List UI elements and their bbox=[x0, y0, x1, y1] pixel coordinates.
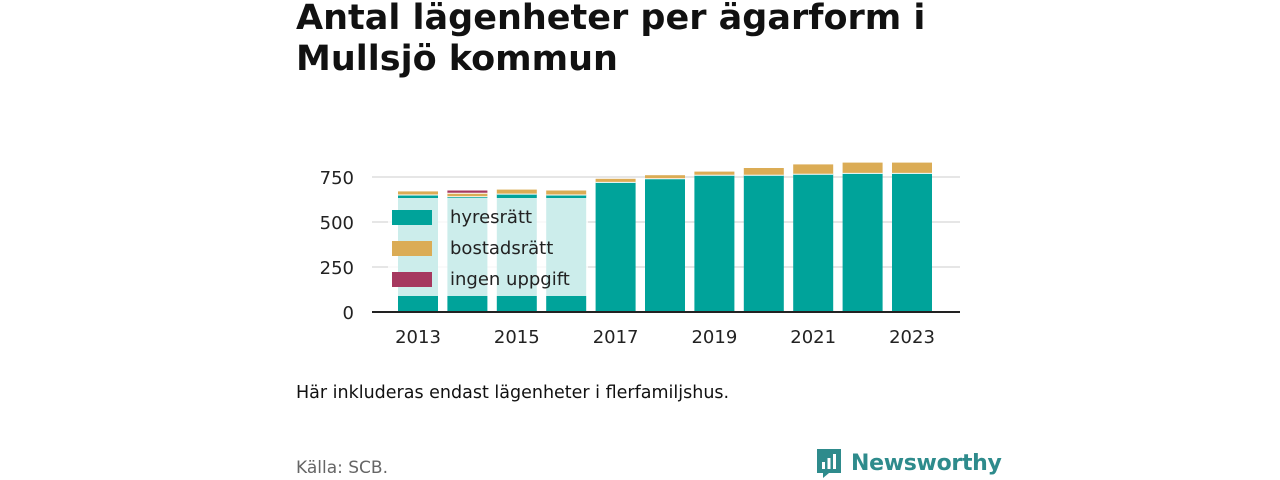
x-tick-label-2013: 2013 bbox=[395, 327, 441, 348]
bar-2018-series-0 bbox=[645, 178, 685, 312]
y-tick-label-250: 250 bbox=[320, 258, 354, 279]
y-tick-label-500: 500 bbox=[320, 213, 354, 234]
bar-2013-series-1 bbox=[398, 191, 438, 195]
bar-2019-series-1 bbox=[694, 171, 735, 176]
bar-2014-series-2 bbox=[447, 190, 488, 194]
chart-note: Här inkluderas endast lägenheter i flerf… bbox=[296, 383, 730, 403]
source-text: Källa: SCB. bbox=[296, 458, 388, 478]
bar-2020-series-1 bbox=[743, 168, 784, 176]
bar-2022-series-0 bbox=[842, 173, 883, 312]
bar-2023-series-0 bbox=[892, 173, 932, 312]
legend-label-bostadsratt: bostadsrätt bbox=[450, 238, 554, 259]
legend-swatch-hyresratt bbox=[392, 210, 432, 225]
legend-swatch-bostadsratt bbox=[392, 241, 432, 256]
legend-label-ingen-uppgift: ingen uppgift bbox=[450, 269, 570, 290]
newsworthy-logo-icon bbox=[817, 449, 841, 478]
bar-2017-series-1 bbox=[595, 178, 636, 183]
bar-2016-series-1 bbox=[546, 190, 587, 195]
x-tick-label-2019: 2019 bbox=[691, 327, 737, 348]
bar-2015-series-1 bbox=[496, 189, 537, 195]
legend-item-hyresratt: hyresrätt bbox=[392, 202, 570, 233]
bar-2021-series-0 bbox=[793, 174, 834, 312]
bar-2014-series-1 bbox=[447, 193, 488, 197]
bar-2019-series-0 bbox=[694, 175, 735, 312]
y-tick-label-0: 0 bbox=[343, 303, 354, 324]
chart-legend: hyresrätt bostadsrätt ingen uppgift bbox=[392, 202, 570, 295]
brand-logo: Newsworthy bbox=[815, 447, 1002, 479]
legend-swatch-ingen-uppgift bbox=[392, 272, 432, 287]
title-line-2: Mullsjö kommun bbox=[296, 39, 618, 79]
x-tick-label-2021: 2021 bbox=[790, 327, 836, 348]
legend-item-bostadsratt: bostadsrätt bbox=[392, 233, 570, 264]
x-tick-label-2023: 2023 bbox=[889, 327, 935, 348]
title-line-1: Antal lägenheter per ägarform i bbox=[296, 0, 926, 38]
chart-title: Antal lägenheter per ägarform i Mullsjö … bbox=[296, 0, 996, 80]
bar-2017-series-0 bbox=[595, 182, 636, 312]
bar-2023-series-1 bbox=[892, 162, 932, 174]
brand-name: Newsworthy bbox=[851, 450, 1002, 476]
legend-item-ingen-uppgift: ingen uppgift bbox=[392, 264, 570, 295]
bar-2021-series-1 bbox=[793, 164, 834, 175]
legend-label-hyresratt: hyresrätt bbox=[450, 207, 533, 228]
bar-2022-series-1 bbox=[842, 162, 883, 174]
x-tick-label-2017: 2017 bbox=[593, 327, 639, 348]
bar-2018-series-1 bbox=[645, 175, 685, 179]
bar-2020-series-0 bbox=[743, 175, 784, 312]
y-tick-label-750: 750 bbox=[320, 168, 354, 189]
x-tick-label-2015: 2015 bbox=[494, 327, 540, 348]
